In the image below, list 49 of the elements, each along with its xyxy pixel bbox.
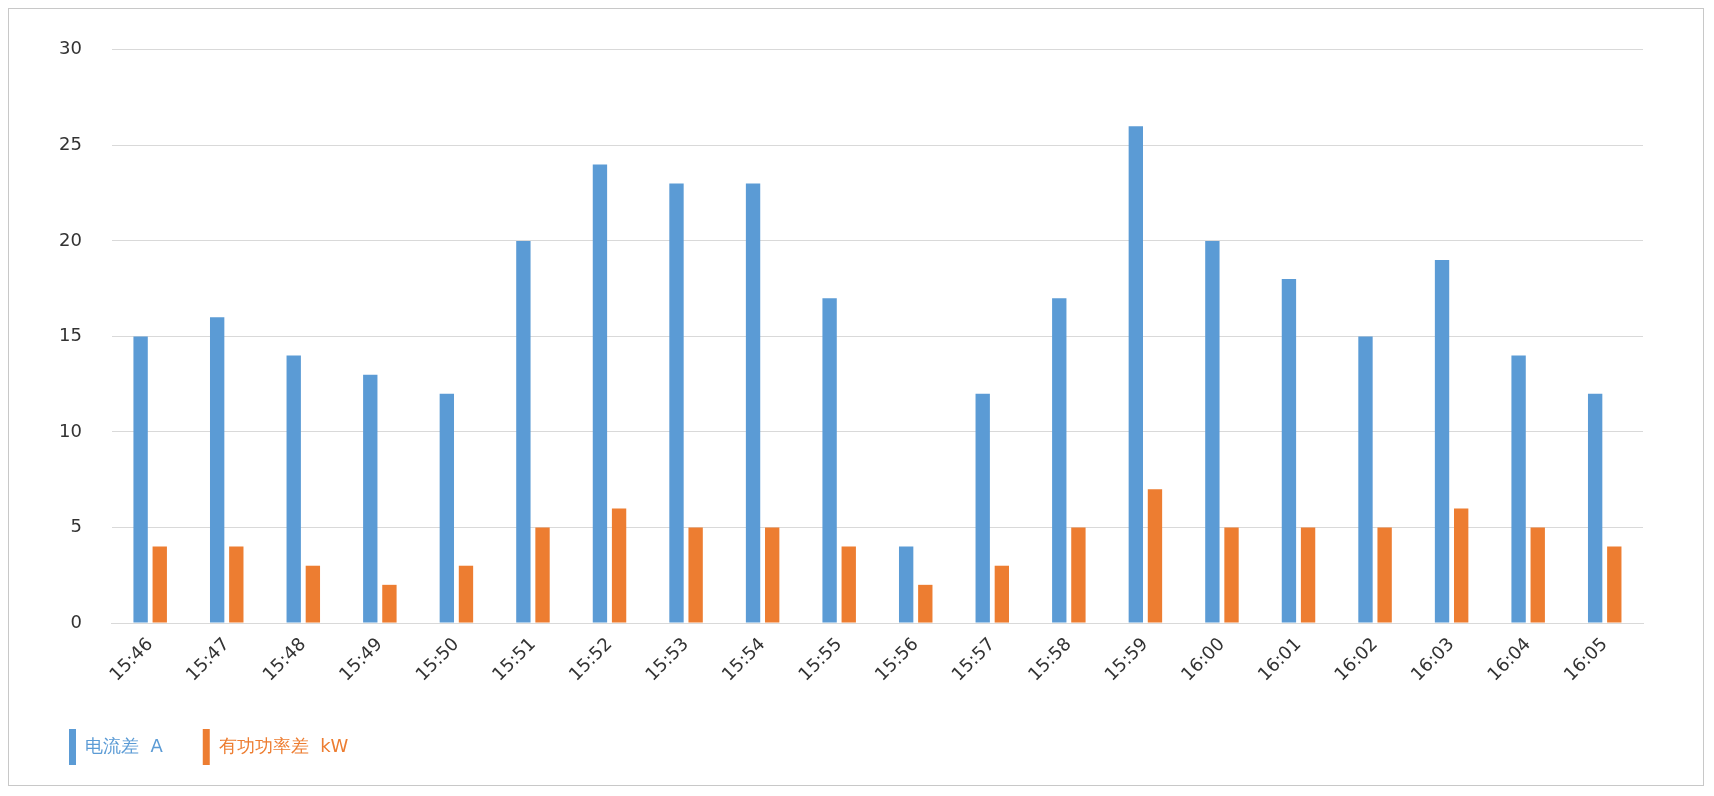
- bar: [152, 546, 167, 623]
- y-tick-label: 0: [70, 610, 82, 632]
- bar: [535, 527, 550, 623]
- bar: [592, 164, 608, 623]
- bar: [1300, 527, 1316, 623]
- bar: [1224, 527, 1239, 623]
- bar: [765, 527, 780, 623]
- bar: [1052, 298, 1067, 623]
- bar: [209, 317, 225, 623]
- bar: [382, 584, 397, 623]
- y-tick-label: 20: [59, 228, 82, 250]
- bar: [1530, 527, 1545, 623]
- y-tick-label: 30: [59, 37, 82, 59]
- bar: [688, 527, 703, 623]
- bar: [1607, 546, 1622, 623]
- bar: [1377, 527, 1392, 623]
- bar: [1358, 336, 1373, 623]
- bar: [439, 393, 455, 623]
- bar: [1434, 259, 1450, 623]
- bar: [1205, 240, 1220, 623]
- bar: [229, 546, 244, 623]
- bar: [822, 298, 837, 623]
- bar: [1281, 279, 1297, 623]
- y-tick-label: 15: [59, 324, 82, 346]
- bar: [305, 565, 321, 623]
- bar: [1454, 508, 1469, 623]
- bar: [898, 546, 914, 623]
- bar: [745, 183, 761, 623]
- bar: [918, 584, 933, 623]
- bar: [1511, 355, 1526, 623]
- bar: [994, 565, 1010, 623]
- bar: [286, 355, 301, 623]
- bar: [1587, 393, 1603, 623]
- bar: [1071, 527, 1086, 623]
- bar: [611, 508, 627, 623]
- legend-label: 有功功率差 kW: [218, 734, 349, 756]
- bar: [841, 546, 856, 623]
- bar: [133, 336, 148, 623]
- bar: [669, 183, 684, 623]
- y-tick-label: 5: [70, 515, 82, 537]
- bar: [516, 240, 531, 623]
- bar: [1128, 126, 1143, 623]
- y-tick-label: 10: [59, 419, 82, 441]
- bar: [363, 374, 378, 623]
- bar: [458, 565, 474, 623]
- bar: [975, 393, 990, 623]
- y-tick-label: 25: [59, 133, 82, 155]
- legend-label: 电流差 A: [85, 734, 164, 756]
- bar: [1147, 489, 1163, 623]
